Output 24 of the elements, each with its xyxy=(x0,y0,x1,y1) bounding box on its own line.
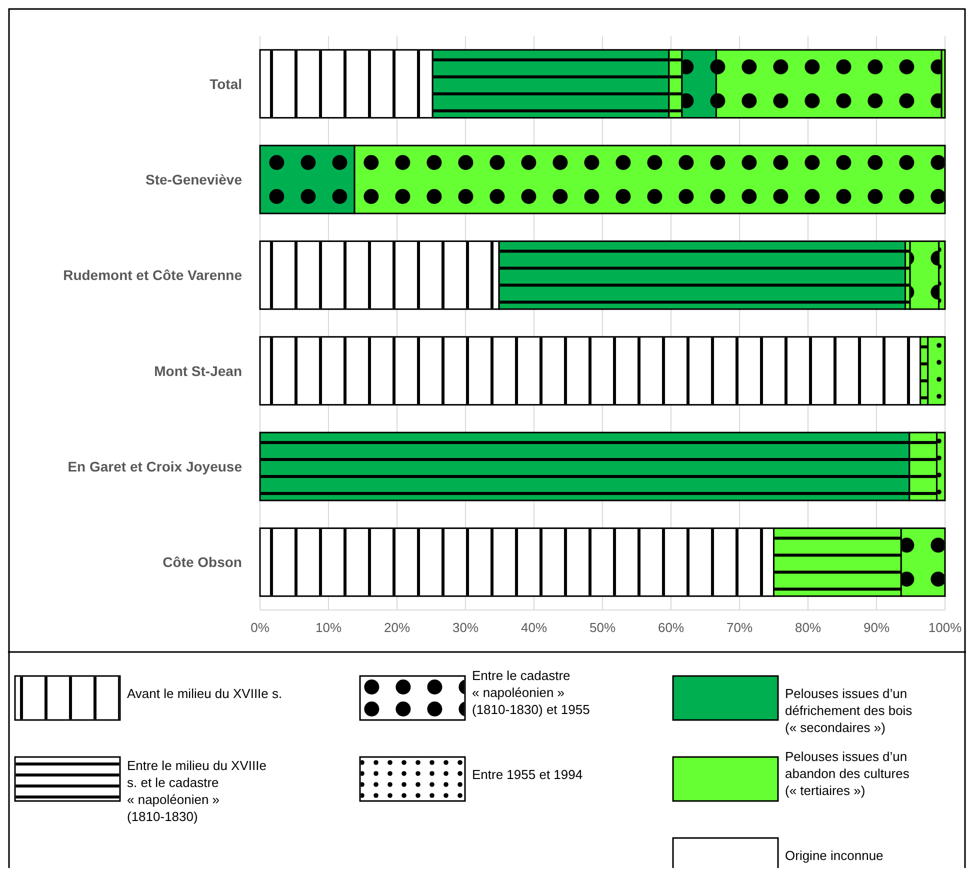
text: Entre le milieu du XVIIIe s. et le cadastre « napoléonien » (1810-1830) xyxy=(127,758,266,824)
y-tick-label: Rudemont et Côte Varenne xyxy=(63,267,242,284)
text: Avant le milieu du XVIIIe s. xyxy=(127,686,282,701)
text: Pelouses issues d’un défrichement des bois (« secondaires ») xyxy=(785,686,913,735)
x-tick-label: 60% xyxy=(658,620,684,635)
x-tick-label: 10% xyxy=(315,620,342,635)
x-tick-label: 100% xyxy=(928,620,962,635)
x-tick-label: 80% xyxy=(794,620,822,635)
text: Entre le cadastre « napoléonien » (1810-1830) et 1955 xyxy=(472,668,590,717)
text: Origine inconnue xyxy=(785,848,884,863)
y-tick-label: Côte Obson xyxy=(162,554,242,570)
y-tick-label: Mont St-Jean xyxy=(154,362,242,379)
x-tick-label: 40% xyxy=(520,620,548,635)
text: Entre 1955 et 1994 xyxy=(472,767,583,782)
text: Pelouses issues d’un abandon des cultures (« tertiaires ») xyxy=(785,749,910,798)
x-tick-label: 20% xyxy=(384,620,410,635)
y-tick-label: En Garet et Croix Joyeuse xyxy=(68,458,242,474)
y-tick-label: Ste-Geneviève xyxy=(146,172,242,188)
x-tick-label: 0% xyxy=(250,620,270,635)
x-tick-label: 30% xyxy=(452,620,479,635)
x-tick-label: 70% xyxy=(726,620,753,635)
x-tick-label: 50% xyxy=(589,620,616,635)
y-tick-label: Total xyxy=(210,76,242,92)
x-tick-label: 90% xyxy=(863,620,890,635)
